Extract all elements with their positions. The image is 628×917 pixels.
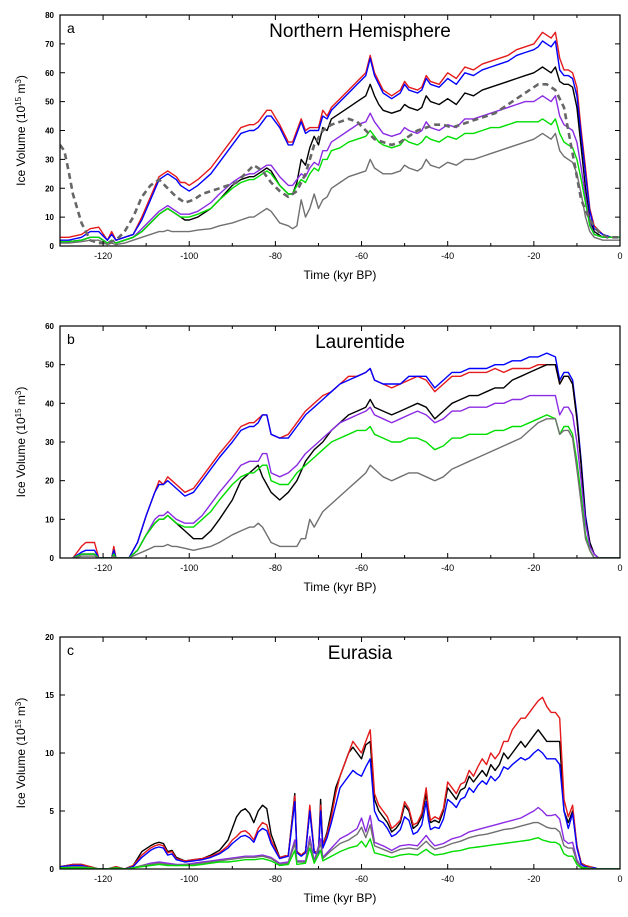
panel-letter: b bbox=[67, 331, 75, 347]
y-tick-label: 30 bbox=[45, 155, 54, 164]
x-tick-label: -60 bbox=[355, 874, 368, 884]
x-tick-label: -40 bbox=[441, 563, 454, 573]
series-line-5 bbox=[60, 837, 620, 869]
series-line-5 bbox=[60, 132, 620, 246]
y-tick-label: 60 bbox=[45, 69, 54, 78]
panel-title: Northern Hemisphere bbox=[269, 21, 451, 42]
x-axis-title: Time (kyr BP) bbox=[304, 268, 377, 282]
x-axis-title: Time (kyr BP) bbox=[304, 580, 377, 594]
x-tick-label: -20 bbox=[527, 874, 540, 884]
series-line-0 bbox=[60, 31, 620, 241]
series-line-4 bbox=[60, 821, 620, 869]
x-tick-label: -20 bbox=[527, 251, 540, 261]
y-tick-label: 10 bbox=[45, 749, 54, 758]
x-tick-label: -80 bbox=[269, 563, 282, 573]
y-tick-label: 40 bbox=[45, 127, 54, 136]
y-tick-label: 15 bbox=[45, 691, 54, 700]
x-tick-label: -40 bbox=[441, 874, 454, 884]
panel-letter: c bbox=[67, 642, 74, 658]
series-line-3 bbox=[60, 95, 620, 244]
x-axis-title: Time (kyr BP) bbox=[304, 891, 377, 905]
series-line-4 bbox=[60, 118, 620, 244]
x-tick-label: -40 bbox=[441, 251, 454, 261]
x-tick-label: -20 bbox=[527, 563, 540, 573]
series-group bbox=[60, 31, 620, 246]
x-tick-label: -80 bbox=[269, 251, 282, 261]
series-line-2 bbox=[60, 66, 620, 244]
x-tick-label: -60 bbox=[355, 251, 368, 261]
series-line-1 bbox=[60, 40, 620, 241]
y-tick-label: 20 bbox=[45, 633, 54, 642]
x-tick-label: -100 bbox=[180, 251, 198, 261]
series-group bbox=[60, 696, 620, 869]
y-tick-label: 50 bbox=[45, 361, 54, 370]
y-tick-label: 30 bbox=[45, 438, 54, 447]
y-tick-label: 10 bbox=[45, 213, 54, 222]
series-line-6 bbox=[60, 83, 620, 245]
series-line-1 bbox=[60, 696, 620, 869]
x-tick-label: -120 bbox=[94, 251, 112, 261]
series-line-2 bbox=[72, 364, 620, 558]
x-tick-label: 0 bbox=[617, 563, 622, 573]
plot-frame bbox=[59, 636, 621, 870]
y-tick-label: 5 bbox=[50, 807, 55, 816]
series-line-5 bbox=[72, 418, 620, 558]
x-tick-label: -120 bbox=[94, 563, 112, 573]
y-axis-title: Ice Volume (1015 m3) bbox=[14, 387, 29, 498]
x-tick-label: -120 bbox=[94, 874, 112, 884]
y-tick-label: 10 bbox=[45, 515, 54, 524]
panel-a: -120 -100 -80 -60 -40 -20 0 0 10 20 30 40 50 60 70 80 Ti… bbox=[14, 11, 623, 282]
panel-b: -120 -100 -80 -60 -40 -20 0 0 10 20 30 40 50 60 Time (… bbox=[14, 322, 623, 594]
panel-letter: a bbox=[67, 20, 75, 36]
y-tick-label: 80 bbox=[45, 11, 54, 20]
panel-c: -120 -100 -80 -60 -40 -20 0 0 5 10 15 20 Time (kyr B… bbox=[14, 633, 623, 905]
series-line-3 bbox=[60, 806, 620, 869]
y-axis-title: Ice Volume (1015 m3) bbox=[14, 698, 29, 809]
x-tick-label: -60 bbox=[355, 563, 368, 573]
y-tick-label: 20 bbox=[45, 184, 54, 193]
series-line-4 bbox=[72, 414, 620, 558]
x-tick-label: -100 bbox=[180, 563, 198, 573]
y-tick-label: 70 bbox=[45, 40, 54, 49]
series-line-0 bbox=[72, 364, 620, 558]
y-tick-label: 60 bbox=[45, 322, 54, 331]
y-tick-label: 0 bbox=[50, 554, 55, 563]
series-line-1 bbox=[72, 352, 620, 558]
y-tick-label: 40 bbox=[45, 399, 54, 408]
y-tick-label: 20 bbox=[45, 477, 54, 486]
panel-title: Laurentide bbox=[315, 332, 405, 353]
series-line-2 bbox=[60, 748, 620, 869]
y-tick-label: 0 bbox=[50, 242, 55, 251]
x-tick-label: -100 bbox=[180, 874, 198, 884]
x-tick-label: 0 bbox=[617, 874, 622, 884]
panel-title: Eurasia bbox=[328, 643, 393, 664]
y-tick-label: 50 bbox=[45, 98, 54, 107]
series-group bbox=[72, 352, 620, 558]
y-tick-label: 0 bbox=[50, 865, 55, 874]
y-axis-title: Ice Volume (1015 m3) bbox=[14, 75, 29, 186]
x-tick-label: 0 bbox=[617, 251, 622, 261]
x-tick-label: -80 bbox=[269, 874, 282, 884]
series-line-3 bbox=[72, 394, 620, 558]
